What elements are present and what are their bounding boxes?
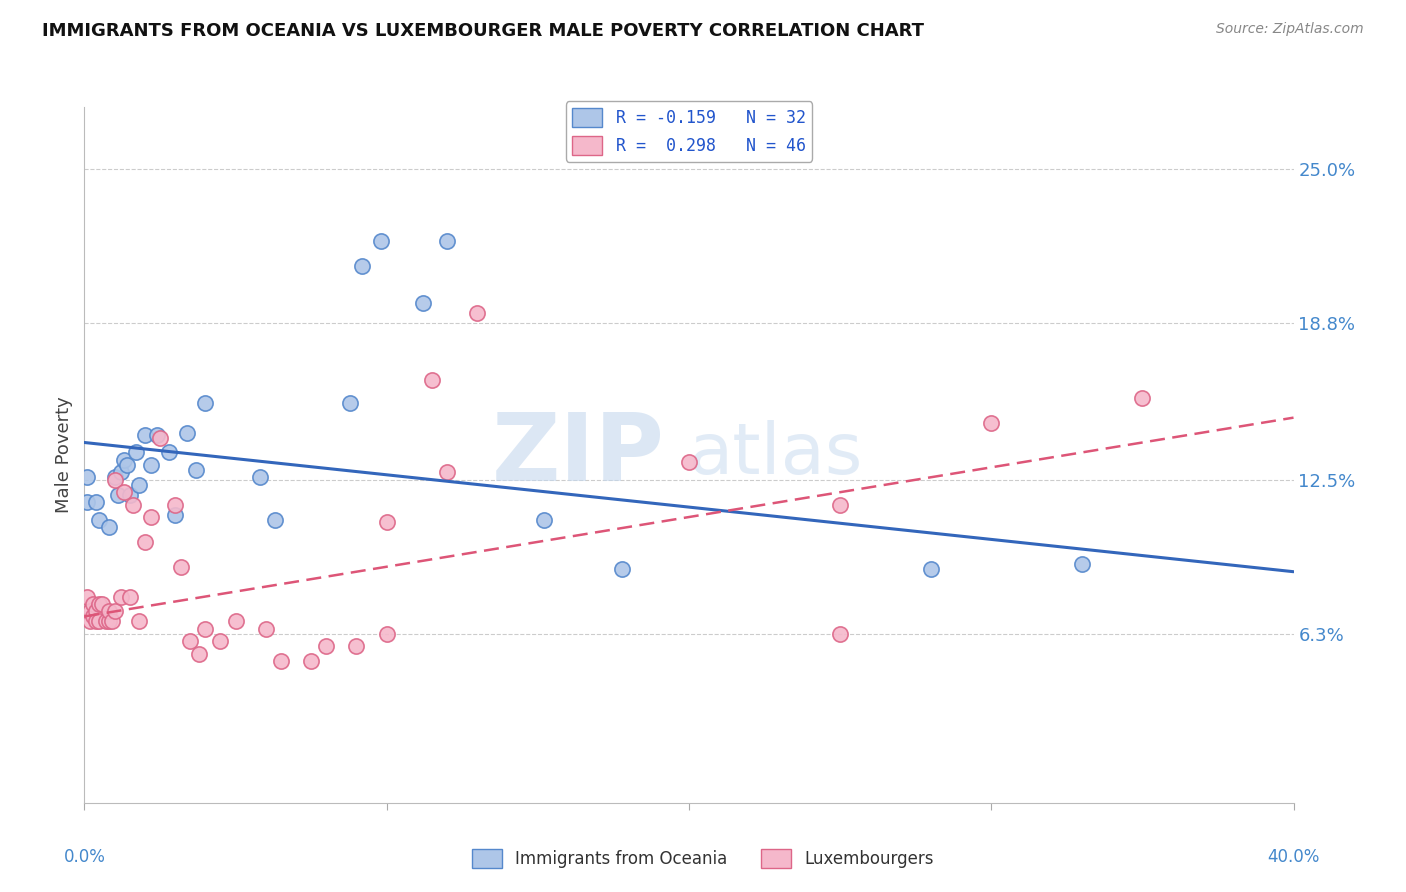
Legend: Immigrants from Oceania, Luxembourgers: Immigrants from Oceania, Luxembourgers [465, 842, 941, 875]
Point [533, 512, 555, 526]
Point [315, 639, 337, 653]
Y-axis label: Male Poverty: Male Poverty [55, 397, 73, 513]
Point [920, 562, 942, 576]
Point [76, 470, 98, 484]
Point [76, 590, 98, 604]
Point [436, 234, 458, 248]
Point [118, 488, 141, 502]
Text: IMMIGRANTS FROM OCEANIA VS LUXEMBOURGER MALE POVERTY CORRELATION CHART: IMMIGRANTS FROM OCEANIA VS LUXEMBOURGER … [42, 22, 924, 40]
Point [420, 373, 443, 387]
Point [100, 615, 122, 629]
Point [104, 473, 127, 487]
Point [97, 520, 120, 534]
Point [128, 477, 150, 491]
Point [104, 605, 127, 619]
Point [188, 647, 211, 661]
Point [128, 615, 150, 629]
Text: atlas: atlas [689, 420, 863, 490]
Text: ZIP: ZIP [492, 409, 665, 501]
Point [170, 559, 193, 574]
Point [97, 605, 120, 619]
Point [263, 512, 285, 526]
Point [209, 634, 232, 648]
Point [186, 463, 208, 477]
Point [157, 445, 180, 459]
Point [249, 470, 271, 484]
Point [91, 597, 114, 611]
Point [467, 306, 489, 320]
Point [76, 495, 98, 509]
Point [352, 259, 374, 273]
Point [104, 470, 127, 484]
Point [254, 622, 277, 636]
Point [146, 428, 169, 442]
Point [830, 498, 852, 512]
Point [86, 615, 108, 629]
Point [79, 615, 101, 629]
Point [179, 634, 201, 648]
Legend: R = -0.159   N = 32, R =  0.298   N = 46: R = -0.159 N = 32, R = 0.298 N = 46 [565, 102, 813, 161]
Point [134, 428, 156, 442]
Point [110, 590, 132, 604]
Point [115, 458, 138, 472]
Point [79, 605, 101, 619]
Text: Source: ZipAtlas.com: Source: ZipAtlas.com [1216, 22, 1364, 37]
Text: 0.0%: 0.0% [63, 847, 105, 865]
Point [612, 562, 634, 576]
Point [830, 627, 852, 641]
Point [176, 425, 198, 440]
Point [436, 466, 458, 480]
Point [194, 396, 217, 410]
Point [339, 396, 361, 410]
Point [149, 431, 172, 445]
Point [165, 508, 187, 522]
Point [139, 458, 162, 472]
Point [678, 455, 700, 469]
Point [134, 534, 156, 549]
Point [139, 510, 162, 524]
Point [82, 597, 104, 611]
Point [82, 609, 104, 624]
Point [1071, 558, 1094, 572]
Point [370, 234, 392, 248]
Point [112, 485, 135, 500]
Point [194, 622, 217, 636]
Point [375, 627, 398, 641]
Point [165, 498, 187, 512]
Point [121, 498, 143, 512]
Point [112, 453, 135, 467]
Point [346, 639, 368, 653]
Point [89, 512, 111, 526]
Point [94, 615, 117, 629]
Point [86, 495, 108, 509]
Text: 40.0%: 40.0% [1267, 847, 1320, 865]
Point [118, 590, 141, 604]
Point [1130, 391, 1153, 405]
Point [375, 515, 398, 529]
Point [107, 488, 129, 502]
Point [125, 445, 148, 459]
Point [225, 615, 247, 629]
Point [299, 654, 322, 668]
Point [86, 605, 108, 619]
Point [89, 597, 111, 611]
Point [270, 654, 292, 668]
Point [980, 416, 1002, 430]
Point [412, 296, 434, 310]
Point [89, 615, 111, 629]
Point [97, 615, 120, 629]
Point [110, 466, 132, 480]
